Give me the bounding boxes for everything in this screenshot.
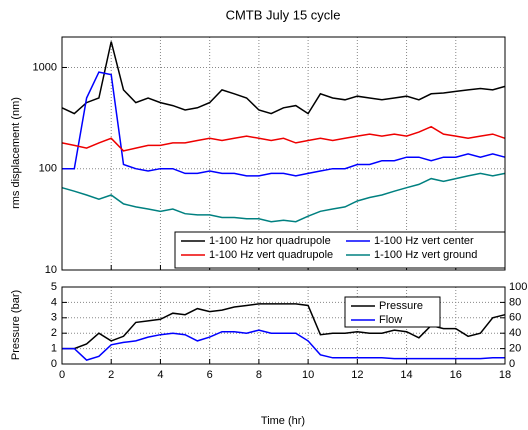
series-line [62, 71, 506, 177]
y-axis-label: rms displacement (nm) [10, 97, 22, 209]
x-tick-label: 6 [207, 369, 213, 381]
legend-label: 1-100 Hz vert quadrupole [209, 249, 333, 261]
legend-label: 1-100 Hz vert center [374, 235, 474, 247]
x-tick-label: 14 [400, 369, 412, 381]
y-tick-label: 0 [51, 358, 57, 370]
x-tick-label: 10 [302, 369, 314, 381]
y-tick-label: 1000 [33, 61, 57, 73]
y2-tick-label: 60 [509, 312, 521, 324]
x-tick-label: 18 [499, 369, 511, 381]
y-tick-label: 1 [51, 343, 57, 355]
y-tick-label: 3 [51, 312, 57, 324]
legend-box [344, 296, 441, 328]
y-tick-label: 10 [45, 264, 57, 276]
x-tick-label: 0 [59, 369, 65, 381]
series-line [61, 172, 506, 223]
plot-frame [61, 286, 506, 365]
y2-tick-label: 20 [509, 343, 521, 355]
legend-label: Pressure [379, 300, 423, 312]
series-line [61, 125, 506, 152]
plot-frame [61, 36, 506, 271]
y-tick-label: 2 [51, 327, 57, 339]
y-axis-label: Pressure (bar) [10, 290, 22, 360]
y-tick-label: 100 [39, 163, 57, 175]
x-axis-label: Time (hr) [261, 415, 305, 427]
x-tick-label: 2 [108, 369, 114, 381]
legend-box [174, 231, 506, 269]
y2-tick-label: 40 [509, 327, 521, 339]
y2-tick-label: 0 [509, 358, 515, 370]
y2-tick-label: 100 [509, 281, 527, 293]
legend-label: Flow [379, 314, 402, 326]
legend-label: 1-100 Hz hor quadrupole [209, 235, 331, 247]
x-tick-label: 12 [351, 369, 363, 381]
y-tick-label: 4 [51, 296, 57, 308]
series-line [62, 329, 505, 361]
x-tick-label: 4 [157, 369, 163, 381]
x-tick-label: 16 [450, 369, 462, 381]
legend-label: 1-100 Hz vert ground [374, 249, 477, 261]
y-tick-label: 5 [51, 281, 57, 293]
x-tick-label: 8 [256, 369, 262, 381]
chart-title: CMTB July 15 cycle [226, 7, 341, 22]
series-line [61, 41, 506, 115]
y2-tick-label: 80 [509, 296, 521, 308]
